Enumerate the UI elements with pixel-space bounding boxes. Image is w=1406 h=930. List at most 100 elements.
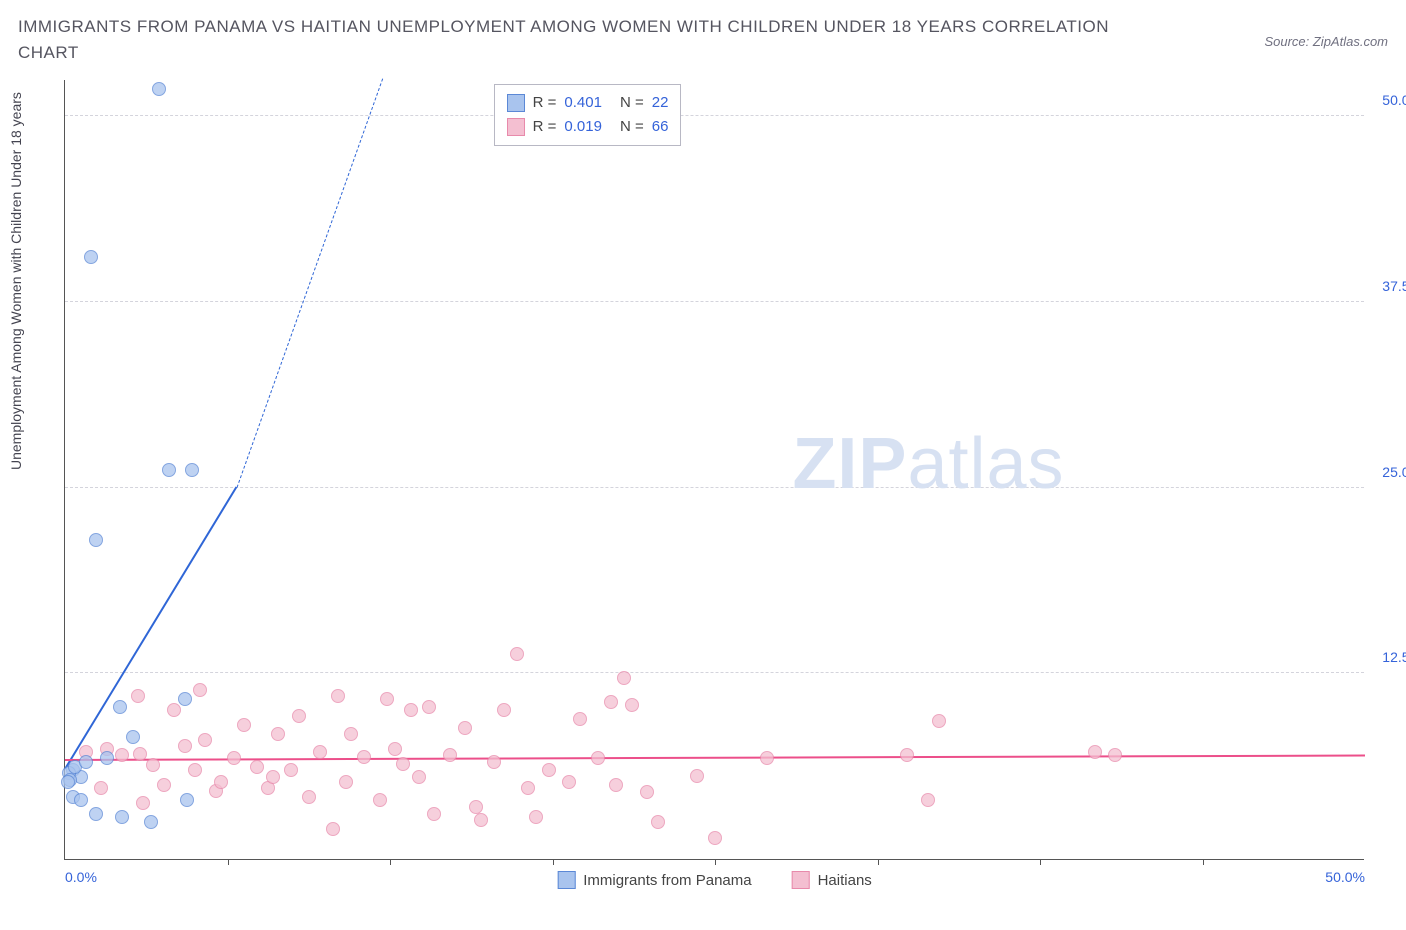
grid-line xyxy=(65,301,1364,302)
grid-line xyxy=(65,487,1364,488)
series-legend-item: Haitians xyxy=(792,871,872,889)
legend-row: R =0.019N =66 xyxy=(507,115,669,139)
data-point-panama xyxy=(180,793,194,807)
data-point-haitians xyxy=(131,689,145,703)
data-point-panama xyxy=(113,700,127,714)
data-point-haitians xyxy=(573,712,587,726)
plot-area: 12.5%25.0%37.5%50.0%0.0%50.0%ZIPatlasR =… xyxy=(64,80,1364,860)
data-point-haitians xyxy=(469,800,483,814)
data-point-panama xyxy=(126,730,140,744)
x-tick xyxy=(715,859,716,865)
data-point-haitians xyxy=(331,689,345,703)
legend-n-label: N = xyxy=(620,115,644,139)
data-point-haitians xyxy=(302,790,316,804)
legend-r-label: R = xyxy=(533,91,557,115)
chart-container: Unemployment Among Women with Children U… xyxy=(22,80,1384,890)
data-point-haitians xyxy=(198,733,212,747)
data-point-haitians xyxy=(193,683,207,697)
x-tick xyxy=(390,859,391,865)
data-point-panama xyxy=(185,463,199,477)
legend-n-label: N = xyxy=(620,91,644,115)
data-point-haitians xyxy=(591,751,605,765)
legend-swatch xyxy=(507,94,525,112)
data-point-haitians xyxy=(344,727,358,741)
legend-n-value: 66 xyxy=(652,115,669,139)
x-tick xyxy=(228,859,229,865)
data-point-haitians xyxy=(388,742,402,756)
data-point-panama xyxy=(89,807,103,821)
data-point-haitians xyxy=(708,831,722,845)
series-legend-item: Immigrants from Panama xyxy=(557,871,751,889)
data-point-haitians xyxy=(443,748,457,762)
data-point-haitians xyxy=(529,810,543,824)
data-point-haitians xyxy=(1088,745,1102,759)
data-point-haitians xyxy=(178,739,192,753)
legend-row: R =0.401N =22 xyxy=(507,91,669,115)
correlation-legend: R =0.401N =22R = 0.019 N = 66 xyxy=(494,84,682,146)
data-point-haitians xyxy=(562,775,576,789)
data-point-haitians xyxy=(921,793,935,807)
legend-r-value: 0.019 xyxy=(564,115,602,139)
data-point-haitians xyxy=(188,763,202,777)
legend-swatch xyxy=(557,871,575,889)
data-point-haitians xyxy=(94,781,108,795)
data-point-haitians xyxy=(932,714,946,728)
x-tick xyxy=(1203,859,1204,865)
data-point-panama xyxy=(162,463,176,477)
data-point-haitians xyxy=(115,748,129,762)
grid-line xyxy=(65,672,1364,673)
y-tick-label: 25.0% xyxy=(1382,464,1406,480)
data-point-haitians xyxy=(609,778,623,792)
data-point-haitians xyxy=(510,647,524,661)
data-point-haitians xyxy=(625,698,639,712)
data-point-haitians xyxy=(271,727,285,741)
data-point-panama xyxy=(61,775,75,789)
x-tick-label: 50.0% xyxy=(1325,869,1365,885)
data-point-haitians xyxy=(284,763,298,777)
data-point-haitians xyxy=(292,709,306,723)
legend-swatch xyxy=(507,118,525,136)
x-tick xyxy=(878,859,879,865)
data-point-panama xyxy=(84,250,98,264)
data-point-panama xyxy=(89,533,103,547)
data-point-haitians xyxy=(404,703,418,717)
data-point-haitians xyxy=(640,785,654,799)
data-point-haitians xyxy=(542,763,556,777)
data-point-haitians xyxy=(1108,748,1122,762)
data-point-haitians xyxy=(604,695,618,709)
data-point-haitians xyxy=(900,748,914,762)
data-point-panama xyxy=(79,755,93,769)
legend-swatch xyxy=(792,871,810,889)
x-tick xyxy=(1040,859,1041,865)
data-point-panama xyxy=(152,82,166,96)
data-point-haitians xyxy=(227,751,241,765)
chart-source: Source: ZipAtlas.com xyxy=(1264,14,1388,49)
trend-line xyxy=(64,486,237,769)
data-point-haitians xyxy=(357,750,371,764)
data-point-panama xyxy=(115,810,129,824)
chart-title: IMMIGRANTS FROM PANAMA VS HAITIAN UNEMPL… xyxy=(18,14,1118,65)
data-point-haitians xyxy=(690,769,704,783)
grid-line xyxy=(65,115,1364,116)
data-point-haitians xyxy=(474,813,488,827)
watermark: ZIPatlas xyxy=(792,423,1064,505)
data-point-haitians xyxy=(760,751,774,765)
data-point-haitians xyxy=(339,775,353,789)
x-tick-label: 0.0% xyxy=(65,869,97,885)
data-point-haitians xyxy=(326,822,340,836)
data-point-haitians xyxy=(250,760,264,774)
series-legend-label: Immigrants from Panama xyxy=(583,872,751,889)
data-point-haitians xyxy=(313,745,327,759)
data-point-haitians xyxy=(146,758,160,772)
data-point-panama xyxy=(144,815,158,829)
data-point-haitians xyxy=(380,692,394,706)
data-point-haitians xyxy=(157,778,171,792)
data-point-haitians xyxy=(412,770,426,784)
data-point-haitians xyxy=(651,815,665,829)
data-point-haitians xyxy=(427,807,441,821)
data-point-haitians xyxy=(487,755,501,769)
x-tick xyxy=(553,859,554,865)
trend-line xyxy=(236,78,383,487)
y-tick-label: 37.5% xyxy=(1382,278,1406,294)
data-point-haitians xyxy=(373,793,387,807)
